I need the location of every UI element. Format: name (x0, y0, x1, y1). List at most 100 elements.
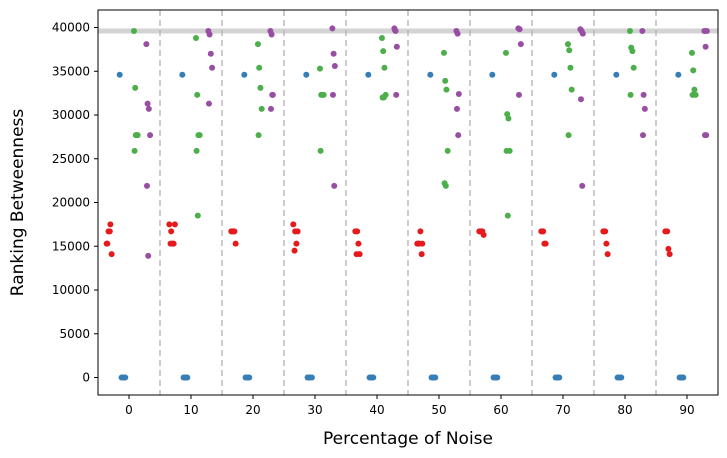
point-purple-1 (144, 100, 151, 107)
point-purple-27 (454, 30, 461, 37)
point-purple-3 (147, 132, 154, 139)
point-green-12 (254, 41, 261, 48)
point-blue-23 (370, 374, 377, 381)
point-purple-17 (330, 50, 337, 57)
point-red-2 (107, 221, 114, 228)
point-green-29 (442, 77, 449, 84)
point-purple-12 (268, 31, 275, 38)
y-tick-label-8: 40000 (52, 21, 90, 35)
point-red-30 (418, 251, 425, 258)
point-green-7 (194, 91, 201, 98)
point-green-17 (316, 65, 323, 72)
x-tick-label-5: 50 (431, 403, 446, 417)
y-tick-label-7: 35000 (52, 64, 90, 78)
point-blue-39 (551, 71, 558, 78)
y-tick-label-6: 30000 (52, 108, 90, 122)
point-purple-29 (453, 105, 460, 112)
point-blue-33 (494, 374, 501, 381)
point-red-51 (666, 251, 673, 258)
x-tick-label-4: 40 (369, 403, 384, 417)
point-green-41 (566, 47, 573, 54)
point-blue-3 (122, 374, 129, 381)
point-green-23 (380, 48, 387, 55)
point-blue-24 (365, 71, 372, 78)
point-blue-44 (613, 71, 620, 78)
point-purple-32 (516, 26, 523, 33)
point-green-33 (442, 182, 449, 189)
point-red-46 (604, 251, 611, 258)
point-purple-2 (145, 105, 152, 112)
point-purple-18 (331, 63, 338, 69)
x-axis-ticks: 0 10 20 30 40 50 60 70 80 90 (125, 395, 695, 417)
point-red-7 (168, 228, 175, 235)
point-purple-5 (145, 252, 152, 259)
x-tick-label-1: 10 (183, 403, 198, 417)
point-green-13 (256, 64, 263, 71)
point-green-9 (196, 132, 203, 139)
point-red-42 (539, 228, 546, 235)
point-red-11 (171, 221, 178, 228)
point-blue-34 (489, 71, 496, 78)
point-purple-41 (640, 91, 647, 98)
point-blue-29 (427, 71, 434, 78)
point-green-15 (258, 105, 265, 112)
point-red-4 (104, 240, 111, 247)
x-tick-label-9: 90 (679, 403, 694, 417)
point-purple-30 (455, 132, 462, 139)
point-green-31 (444, 147, 451, 154)
point-green-30 (443, 86, 450, 93)
x-tick-label-3: 30 (307, 403, 322, 417)
point-green-6 (192, 35, 199, 41)
point-purple-8 (207, 50, 214, 57)
point-green-44 (565, 132, 572, 139)
point-green-1 (132, 84, 139, 91)
point-red-16 (229, 228, 236, 235)
point-red-26 (353, 251, 360, 258)
point-purple-25 (393, 91, 400, 98)
point-purple-4 (143, 182, 150, 189)
point-purple-48 (703, 132, 710, 139)
point-red-6 (166, 221, 173, 228)
point-red-15 (232, 240, 239, 247)
y-axis-label: Ranking Betweenness (8, 109, 28, 297)
point-green-27 (380, 94, 387, 101)
point-red-47 (601, 228, 608, 235)
point-green-36 (505, 115, 512, 122)
x-axis-label: Percentage of Noise (323, 429, 493, 449)
data-points (103, 25, 710, 381)
point-red-50 (665, 245, 672, 252)
point-green-28 (440, 49, 447, 56)
point-blue-14 (241, 71, 248, 78)
point-green-22 (378, 35, 385, 41)
y-tick-label-0: 0 (82, 371, 90, 385)
point-blue-19 (303, 71, 310, 78)
point-purple-37 (579, 30, 586, 37)
point-green-42 (567, 64, 574, 71)
x-tick-label-7: 70 (555, 403, 570, 417)
point-purple-9 (209, 64, 216, 71)
point-red-23 (354, 228, 361, 235)
point-blue-13 (246, 374, 253, 381)
point-red-19 (293, 240, 300, 247)
y-tick-label-3: 15000 (52, 239, 90, 253)
point-purple-42 (641, 105, 648, 112)
x-tick-label-2: 20 (245, 403, 260, 417)
point-purple-16 (329, 25, 336, 32)
point-purple-40 (639, 28, 646, 34)
point-red-17 (290, 221, 297, 228)
point-red-24 (355, 240, 362, 247)
y-tick-label-5: 25000 (52, 152, 90, 166)
point-green-51 (690, 67, 697, 74)
point-blue-4 (116, 71, 123, 78)
x-tick-label-6: 60 (493, 403, 508, 417)
point-red-29 (417, 228, 424, 235)
point-red-5 (106, 228, 113, 235)
point-blue-18 (308, 374, 315, 381)
x-tick-label-8: 80 (617, 403, 632, 417)
point-green-4 (131, 147, 138, 154)
plot-frame (97, 9, 719, 396)
point-blue-43 (618, 374, 625, 381)
point-purple-10 (205, 100, 212, 107)
point-purple-38 (577, 96, 584, 103)
